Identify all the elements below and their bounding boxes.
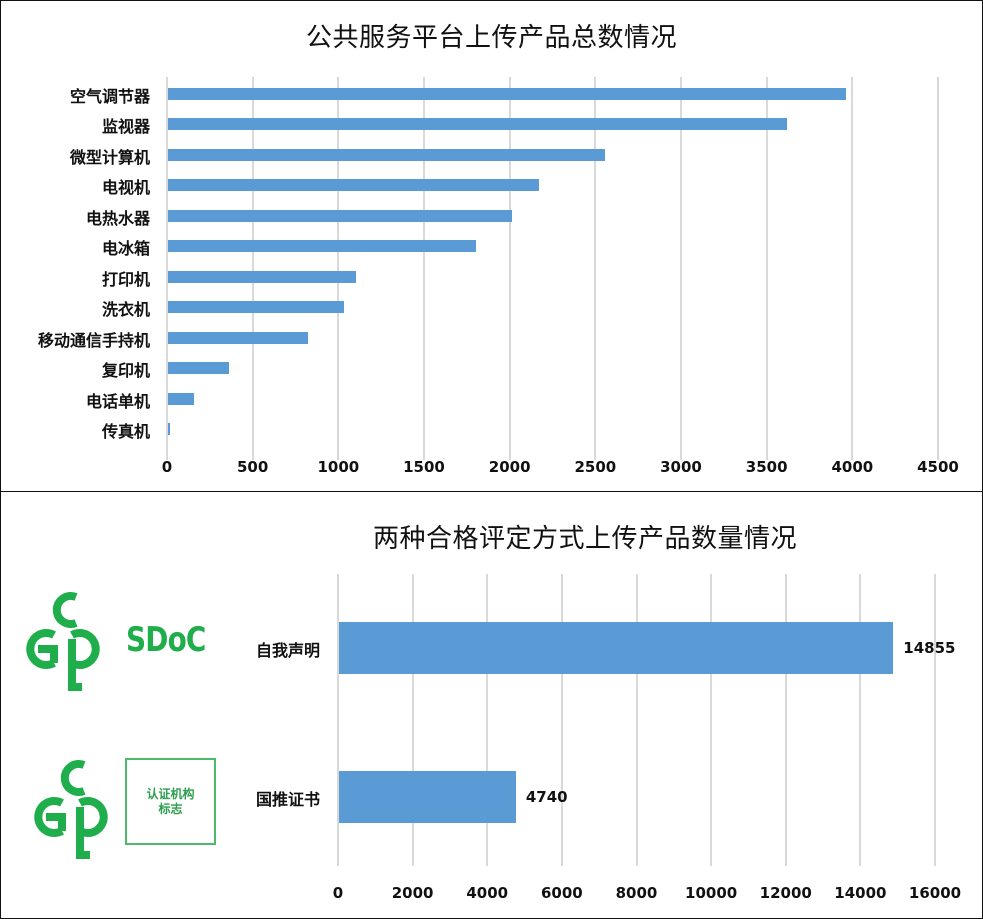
top-chart-panel: 公共服务平台上传产品总数情况 0 500 1000 1500 2000 2500 3000 3… — [37, 23, 959, 476]
gridline — [851, 77, 854, 460]
gridline — [337, 574, 339, 866]
x-tick-label: 0 — [161, 458, 173, 476]
gridline — [635, 574, 638, 866]
bottom-chart-plot-area — [337, 574, 938, 866]
gridline — [594, 77, 597, 460]
x-tick-label: 14000 — [834, 884, 887, 902]
gridline — [251, 77, 254, 460]
x-tick-label: 500 — [237, 458, 269, 476]
gridline — [337, 77, 340, 460]
data-value-label: 4740 — [525, 788, 568, 806]
x-tick-label: 12000 — [759, 884, 812, 902]
gridline — [411, 574, 414, 866]
gridline — [765, 77, 768, 460]
bar — [168, 240, 477, 253]
y-category-label: 国推证书 — [255, 790, 320, 809]
y-category-label: 打印机 — [101, 269, 150, 289]
y-category-label: 复印机 — [101, 361, 150, 381]
bar — [168, 422, 170, 435]
gridline — [784, 574, 787, 866]
gridline — [710, 574, 713, 866]
bar — [168, 209, 512, 222]
y-category-label: 移动通信手持机 — [37, 330, 150, 350]
gridline — [934, 574, 936, 866]
certification-body-mark-box: 认证机构 标志 — [125, 758, 216, 845]
bottom-chart-panel: 两种合格评定方式上传产品数量情况 SDoC 认证机构 标志 0 2000 4000 6… — [0, 491, 983, 919]
x-tick-label: 8000 — [615, 884, 658, 902]
x-tick-label: 2500 — [574, 458, 617, 476]
bar — [339, 771, 516, 823]
x-tick-label: 3000 — [660, 458, 702, 476]
gridline — [560, 574, 563, 866]
x-tick-label: 2000 — [488, 458, 531, 476]
gridline — [423, 77, 425, 460]
y-category-label: 电话单机 — [85, 391, 150, 411]
y-category-label: 电热水器 — [85, 208, 150, 228]
y-category-label: 自我声明 — [255, 641, 320, 660]
top-chart-title: 公共服务平台上传产品总数情况 — [305, 23, 677, 53]
bar — [168, 88, 847, 100]
y-category-label: 电冰箱 — [101, 239, 150, 259]
x-tick-label: 4000 — [466, 884, 509, 902]
sdoc-logo-text: SDoC — [126, 620, 206, 660]
x-tick-label: 3500 — [745, 458, 788, 476]
ccgp-logo-icon — [26, 592, 100, 691]
y-category-label: 传真机 — [101, 421, 150, 441]
bar — [168, 118, 788, 131]
bar — [168, 148, 605, 161]
y-category-label: 监视器 — [101, 117, 150, 137]
x-tick-label: 4500 — [917, 458, 959, 476]
data-value-label: 14855 — [903, 639, 956, 657]
x-tick-label: 10000 — [685, 884, 738, 902]
gridline — [937, 77, 939, 460]
bar — [168, 270, 357, 283]
bar — [168, 331, 309, 344]
y-category-label: 电视机 — [101, 178, 150, 198]
gridline — [486, 574, 489, 866]
ccgp-cert-logo-icon — [34, 760, 108, 859]
x-tick-label: 16000 — [908, 884, 962, 902]
x-tick-label: 4000 — [831, 458, 874, 476]
gridline — [508, 77, 511, 460]
x-tick-label: 6000 — [541, 884, 583, 902]
gridline — [680, 77, 682, 460]
x-tick-label: 1500 — [403, 458, 445, 476]
gridline — [166, 77, 168, 460]
y-category-label: 洗衣机 — [101, 300, 150, 320]
cert-box-line1: 认证机构 — [146, 786, 195, 801]
top-chart-plot-area — [166, 77, 940, 460]
bar — [339, 622, 894, 674]
y-category-label: 微型计算机 — [69, 147, 150, 167]
y-category-label: 空气调节器 — [69, 87, 150, 106]
x-tick-label: 2000 — [391, 884, 434, 902]
gridline — [859, 574, 862, 866]
bar — [168, 362, 229, 375]
x-tick-label: 1000 — [317, 458, 360, 476]
bar — [168, 392, 194, 405]
x-tick-label: 0 — [332, 884, 344, 902]
bar — [168, 179, 539, 192]
bar — [168, 301, 345, 314]
cert-box-line2: 标志 — [158, 801, 183, 816]
bottom-chart-title: 两种合格评定方式上传产品数量情况 — [373, 524, 798, 554]
